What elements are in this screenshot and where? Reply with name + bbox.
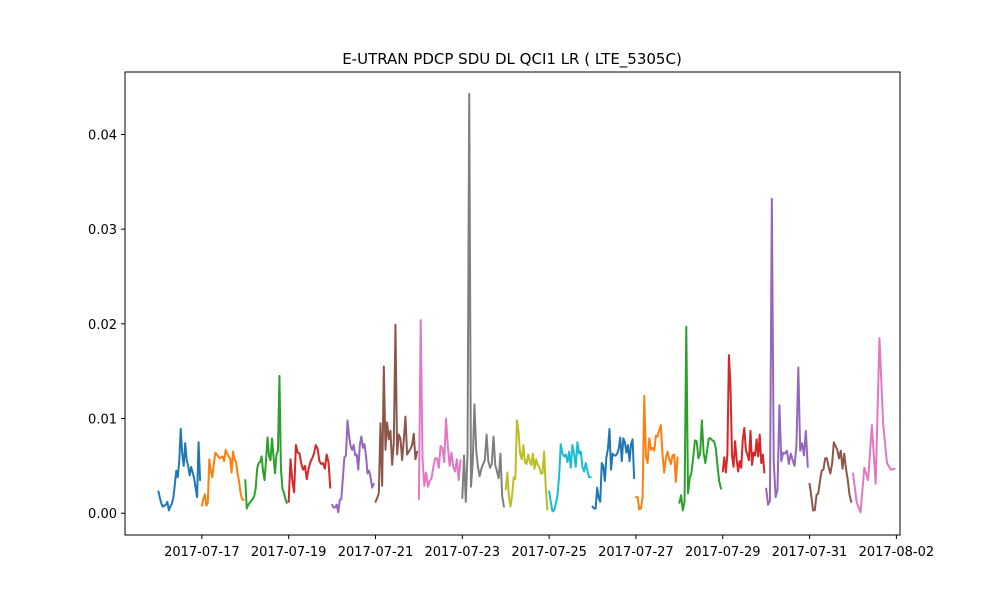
series-line-2017-07-18 xyxy=(244,374,288,510)
series-line-2017-07-26 xyxy=(591,427,636,510)
x-tick-label-2017-07-23: 2017-07-23 xyxy=(425,545,501,560)
x-tick-label-2017-08-02: 2017-08-02 xyxy=(859,545,935,560)
plot-area-frame xyxy=(124,71,901,536)
x-tick-label-2017-07-25: 2017-07-25 xyxy=(511,545,587,560)
x-tick-label-2017-07-31: 2017-07-31 xyxy=(772,545,848,560)
series-layer xyxy=(157,92,896,514)
x-tick-label-2017-07-17: 2017-07-17 xyxy=(164,545,240,560)
series-line-2017-07-21 xyxy=(374,323,419,503)
series-line-2017-07-22 xyxy=(417,319,462,501)
x-axis: 2017-07-17 2017-07-19 2017-07-21 2017-07-23… xyxy=(164,535,934,560)
series-line-2017-07-31 xyxy=(808,441,853,512)
y-tick-label-0.00: 0.00 xyxy=(88,507,117,522)
y-tick-label-0.03: 0.03 xyxy=(88,223,117,238)
x-tick-label-2017-07-19: 2017-07-19 xyxy=(251,545,327,560)
series-line-2017-07-24 xyxy=(504,419,549,511)
series-line-2017-07-25 xyxy=(548,441,592,513)
y-tick-label-0.02: 0.02 xyxy=(88,318,117,333)
series-line-2017-07-17 xyxy=(200,448,245,507)
chart-title: E-UTRAN PDCP SDU DL QCI1 LR ( LTE_5305C) xyxy=(342,50,682,69)
series-line-2017-07-29 xyxy=(721,354,766,474)
series-line-2017-07-30 xyxy=(765,197,809,506)
x-tick-label-2017-07-29: 2017-07-29 xyxy=(685,545,761,560)
series-line-2017-07-19 xyxy=(287,444,332,503)
series-line-2017-07-20 xyxy=(331,419,375,514)
series-line-2017-07-23 xyxy=(461,92,505,508)
y-tick-label-0.01: 0.01 xyxy=(88,413,117,428)
y-axis: 0.00 0.01 0.02 0.03 0.04 xyxy=(88,128,125,522)
x-tick-label-2017-07-21: 2017-07-21 xyxy=(338,545,414,560)
y-tick-label-0.04: 0.04 xyxy=(88,128,117,143)
series-line-2017-07-16 xyxy=(157,427,202,512)
x-tick-label-2017-07-27: 2017-07-27 xyxy=(598,545,674,560)
series-line-2017-07-27 xyxy=(634,394,679,511)
series-line-2017-07-28 xyxy=(678,325,722,512)
series-line-2017-08-01 xyxy=(851,337,896,514)
